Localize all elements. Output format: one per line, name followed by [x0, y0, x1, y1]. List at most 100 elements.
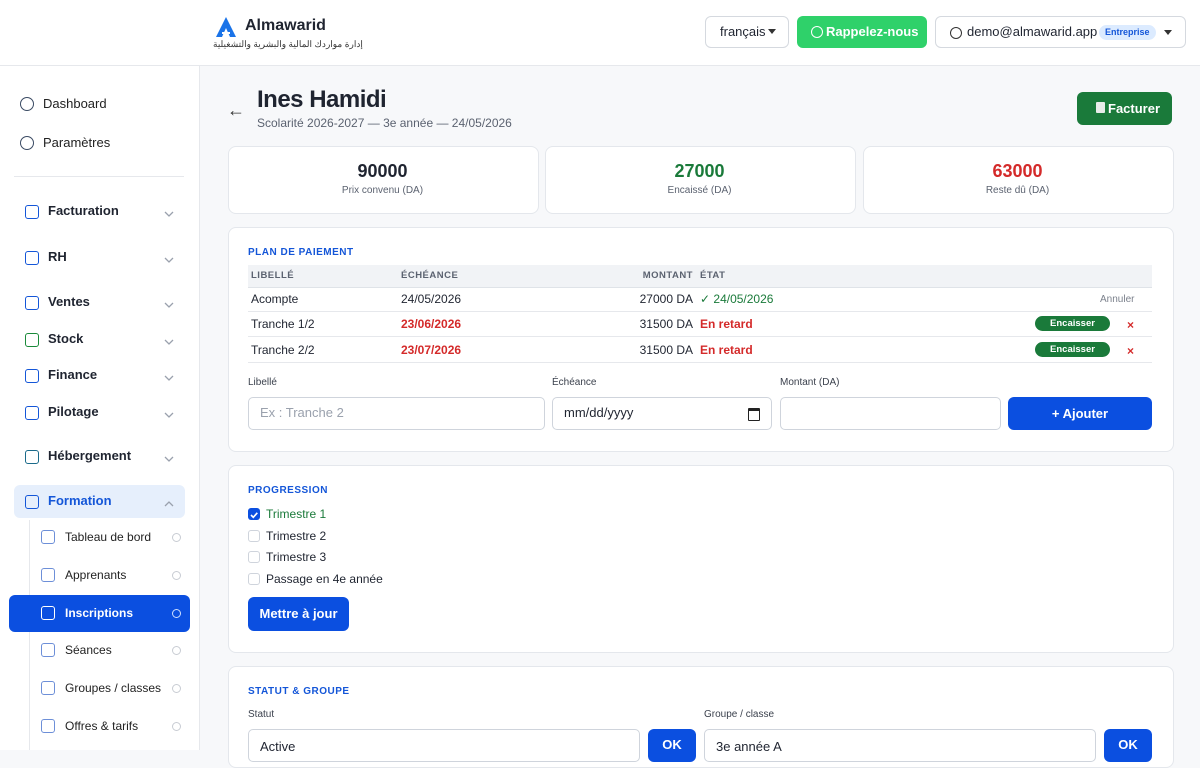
tagline: إدارة مواردك المالية والبشرية والتشغيلية — [213, 39, 363, 49]
nav-section[interactable]: Hébergement — [48, 448, 132, 463]
chevron — [164, 334, 174, 345]
stat-label: Encaissé (DA) — [667, 185, 732, 196]
cell-due: 23/07/2026 — [401, 343, 462, 357]
stat-value: 63000 — [992, 161, 1043, 181]
nav-item[interactable]: Groupes / classes — [65, 681, 162, 695]
info-icon — [172, 533, 181, 542]
amount-input[interactable] — [780, 397, 1001, 430]
delete-button[interactable]: × — [1127, 318, 1135, 332]
row-border — [248, 362, 1152, 363]
delete-button[interactable]: × — [1127, 344, 1135, 358]
checkbox-label: Passage en 4e année — [266, 572, 383, 587]
plan-badge: Entreprise — [1099, 25, 1156, 40]
nav-item[interactable]: Tableau de bord — [65, 530, 152, 544]
group-select[interactable]: 3e année A — [704, 729, 1096, 762]
ok-button[interactable]: OK — [1104, 729, 1152, 762]
label-input[interactable]: Ex : Tranche 2 — [248, 397, 545, 430]
nav-section[interactable]: Finance — [48, 367, 98, 382]
cell-due: 23/06/2026 — [401, 317, 462, 331]
cancel-link[interactable]: Annuler — [1100, 294, 1135, 305]
icon — [25, 251, 39, 265]
icon — [25, 450, 39, 464]
icon — [25, 333, 39, 347]
nav-icon — [20, 136, 34, 150]
info-icon — [172, 571, 181, 580]
row-border — [248, 311, 1152, 312]
calendar-icon — [748, 408, 760, 421]
update-button[interactable]: Mettre à jour — [248, 597, 349, 631]
nav-icon — [20, 97, 34, 111]
user-icon — [950, 27, 962, 39]
caret — [1164, 30, 1172, 35]
nav-section[interactable]: Stock — [48, 331, 84, 346]
nav-icon — [41, 681, 55, 695]
field-label: Échéance — [552, 377, 597, 388]
section-title: PROGRESSION — [248, 485, 328, 496]
checkbox[interactable] — [248, 551, 260, 564]
active-item — [9, 595, 190, 632]
checkbox[interactable] — [248, 529, 260, 542]
cell-amount: 27000 DA — [639, 292, 693, 306]
column-header: ÉCHÉANCE — [401, 270, 459, 281]
stat-label: Prix convenu (DA) — [341, 185, 424, 196]
chevron — [164, 407, 174, 418]
submenu-line — [29, 520, 30, 750]
date-input[interactable]: mm/dd/yyyy — [552, 397, 772, 430]
nav-section[interactable]: Ventes — [48, 294, 90, 309]
nav-section[interactable]: RH — [48, 249, 67, 264]
field-label: Groupe / classe — [704, 709, 775, 720]
language-select[interactable]: français — [705, 16, 789, 48]
cell-status: ✓ 24/05/2026 — [700, 292, 774, 306]
info-icon — [172, 609, 181, 618]
cell-status: En retard — [700, 317, 753, 331]
chevron — [164, 370, 174, 381]
nav-icon — [41, 530, 55, 544]
sidebar — [0, 66, 200, 750]
chevron — [164, 297, 174, 308]
column-header: LIBELLÉ — [251, 270, 295, 281]
nav-link[interactable]: Paramètres — [43, 135, 111, 150]
account-email: demo@almawarid.app — [967, 24, 1098, 39]
nav-item[interactable]: Inscriptions — [65, 606, 134, 620]
nav-item[interactable]: Offres & tarifs — [65, 719, 139, 733]
icon — [25, 296, 39, 310]
account-menu[interactable] — [935, 16, 1186, 48]
nav-icon — [41, 568, 55, 582]
status-select[interactable]: Active — [248, 729, 640, 762]
chevron — [164, 206, 174, 217]
column-header: ÉTAT — [700, 270, 726, 281]
collect-button[interactable]: Encaisser — [1035, 342, 1110, 357]
checkbox[interactable] — [248, 573, 260, 586]
nav-icon — [41, 643, 55, 657]
icon — [25, 205, 39, 219]
invoice-button[interactable]: Facturer — [1077, 92, 1172, 125]
back-arrow[interactable]: ← — [227, 100, 245, 120]
nav-item[interactable]: Séances — [65, 643, 112, 657]
stat-card — [863, 146, 1174, 214]
nav-link[interactable]: Dashboard — [43, 96, 107, 111]
cell-due: 24/05/2026 — [401, 292, 462, 306]
cell-label: Tranche 1/2 — [251, 317, 315, 331]
nav-item[interactable]: Apprenants — [65, 568, 127, 582]
nav-section[interactable]: Pilotage — [48, 404, 99, 419]
row-border — [248, 336, 1152, 337]
checkbox-label: Trimestre 1 — [266, 507, 327, 521]
field-label: Montant (DA) — [780, 377, 840, 388]
collect-button[interactable]: Encaisser — [1035, 316, 1110, 331]
active-section — [14, 485, 185, 518]
top-bar — [0, 0, 1200, 66]
cell-label: Tranche 2/2 — [251, 343, 315, 357]
divider — [14, 176, 184, 177]
cell-status: En retard — [700, 343, 753, 357]
table-head — [248, 265, 1152, 288]
stat-card — [545, 146, 856, 214]
nav-section[interactable]: Formation — [48, 493, 112, 508]
checkbox[interactable] — [248, 508, 260, 520]
add-button[interactable]: + Ajouter — [1008, 397, 1152, 430]
cell-label: Acompte — [251, 292, 299, 306]
ok-button[interactable]: OK — [648, 729, 696, 762]
icon — [25, 406, 39, 420]
field-label: Libellé — [248, 377, 277, 388]
nav-section[interactable]: Facturation — [48, 203, 119, 218]
